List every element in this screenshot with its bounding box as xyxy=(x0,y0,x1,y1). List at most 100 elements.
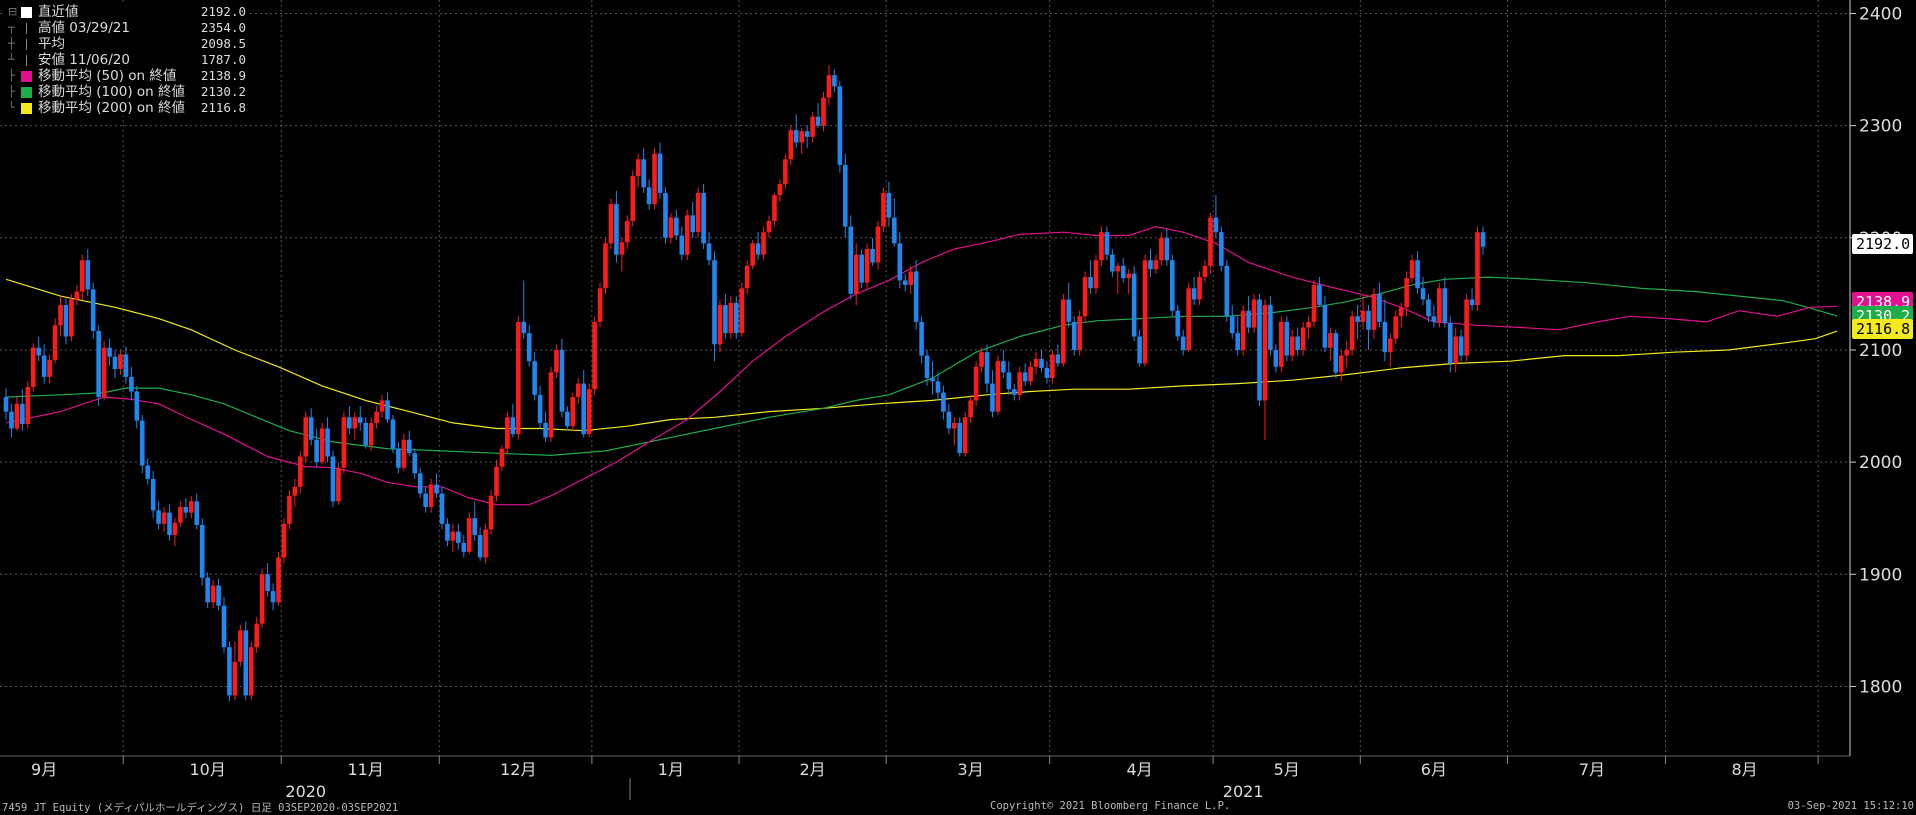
candle-body xyxy=(935,381,941,393)
candle-body xyxy=(1006,372,1012,390)
candle-body xyxy=(1458,336,1464,356)
candle-body xyxy=(630,176,636,221)
candle-body xyxy=(183,506,189,513)
candle-body xyxy=(1033,358,1039,367)
y-tick-label: 1900 xyxy=(1859,565,1902,585)
candle-body xyxy=(1355,316,1360,322)
candle-body xyxy=(243,630,249,696)
candle-body xyxy=(357,417,363,423)
candle-body xyxy=(107,347,112,357)
candle-body xyxy=(1262,305,1268,401)
chart-grid xyxy=(0,0,1850,756)
candle-body xyxy=(407,439,412,454)
moving-average-lines xyxy=(5,225,1838,506)
candle-body xyxy=(1371,293,1377,330)
candle-body xyxy=(657,153,663,193)
candle-body xyxy=(1349,316,1355,350)
candle-body xyxy=(1104,232,1110,255)
candle-body xyxy=(58,305,63,326)
candle-body xyxy=(597,288,603,322)
candle-body xyxy=(494,466,499,496)
candle-body xyxy=(1257,299,1262,401)
candle-body xyxy=(1420,288,1426,300)
candle-body xyxy=(423,493,428,507)
candle-body xyxy=(744,265,750,289)
candle-body xyxy=(1300,327,1306,350)
candle-body xyxy=(859,254,864,283)
candle-body xyxy=(930,378,935,382)
candle-body xyxy=(1393,316,1399,339)
candle-body xyxy=(559,349,565,412)
candle-body xyxy=(548,372,554,438)
candle-body xyxy=(499,448,505,467)
x-month-label: 9月 xyxy=(31,760,57,779)
candle-body xyxy=(363,422,368,446)
candle-body xyxy=(199,524,205,578)
candle-body xyxy=(1437,288,1442,322)
candle-body xyxy=(336,467,341,502)
candle-body xyxy=(783,159,788,184)
candle-body xyxy=(1469,299,1475,306)
candle-body xyxy=(1388,338,1393,353)
legend-label: 平均 xyxy=(38,36,65,52)
candle-body xyxy=(864,249,870,283)
candle-body xyxy=(1377,293,1382,322)
x-month-label: 7月 xyxy=(1579,760,1605,779)
candle-body xyxy=(1039,358,1044,368)
ma50-line xyxy=(5,225,1838,506)
candle-body xyxy=(352,417,358,429)
x-month-label: 1月 xyxy=(658,760,684,779)
candle-body xyxy=(908,271,913,285)
candle-body xyxy=(466,518,472,552)
yellow-square-icon xyxy=(21,103,32,114)
candle-body xyxy=(1159,237,1164,261)
candle-body xyxy=(554,349,559,373)
candle-body xyxy=(101,347,107,398)
candle-body xyxy=(74,291,80,300)
candle-body xyxy=(1088,277,1093,289)
candle-body xyxy=(483,529,488,558)
candle-body xyxy=(848,226,854,294)
candle-body xyxy=(1404,278,1409,308)
candle-body xyxy=(684,215,690,255)
candle-body xyxy=(20,403,25,424)
y-tick-label: 2100 xyxy=(1859,341,1902,361)
candle-body xyxy=(1110,254,1115,272)
candle-body xyxy=(799,131,804,143)
candle-body xyxy=(526,333,532,362)
candle-body xyxy=(1360,310,1366,322)
candle-body xyxy=(172,522,178,536)
x-month-label: 10月 xyxy=(189,760,225,779)
candle-body xyxy=(635,159,641,177)
candle-body xyxy=(870,249,875,263)
candle-body xyxy=(924,355,930,378)
candle-body xyxy=(1240,310,1246,350)
candle-body xyxy=(1066,299,1072,322)
candle-body xyxy=(1137,336,1142,364)
candle-body xyxy=(1050,354,1055,378)
legend-row: ┴ 安値 11/06/20 1787.0 xyxy=(2,52,250,68)
candle-body xyxy=(837,86,843,165)
candle-body xyxy=(706,243,712,261)
legend-label: 直近値 xyxy=(38,4,79,20)
candle-body xyxy=(1442,288,1448,324)
candle-body xyxy=(565,411,570,427)
candle-body xyxy=(1268,305,1273,350)
y-tick-label: 2300 xyxy=(1859,117,1902,137)
candle-body xyxy=(1208,217,1213,266)
candle-body xyxy=(156,510,161,524)
candle-body xyxy=(112,356,118,370)
candle-body xyxy=(47,360,52,377)
candle-body xyxy=(1202,265,1208,278)
candle-body xyxy=(1061,299,1066,364)
candle-body xyxy=(537,394,543,423)
legend-tree-icon[interactable]: ⊟ xyxy=(8,5,18,18)
candle-body xyxy=(396,448,401,468)
candle-body xyxy=(221,605,227,648)
x-month-label: 6月 xyxy=(1421,760,1447,779)
candle-body xyxy=(80,260,85,292)
y-tick-label: 2000 xyxy=(1859,453,1902,473)
ma200-price-tag: 2116.8 xyxy=(1852,319,1914,339)
candle-body xyxy=(1284,321,1290,356)
candle-body xyxy=(668,217,674,238)
